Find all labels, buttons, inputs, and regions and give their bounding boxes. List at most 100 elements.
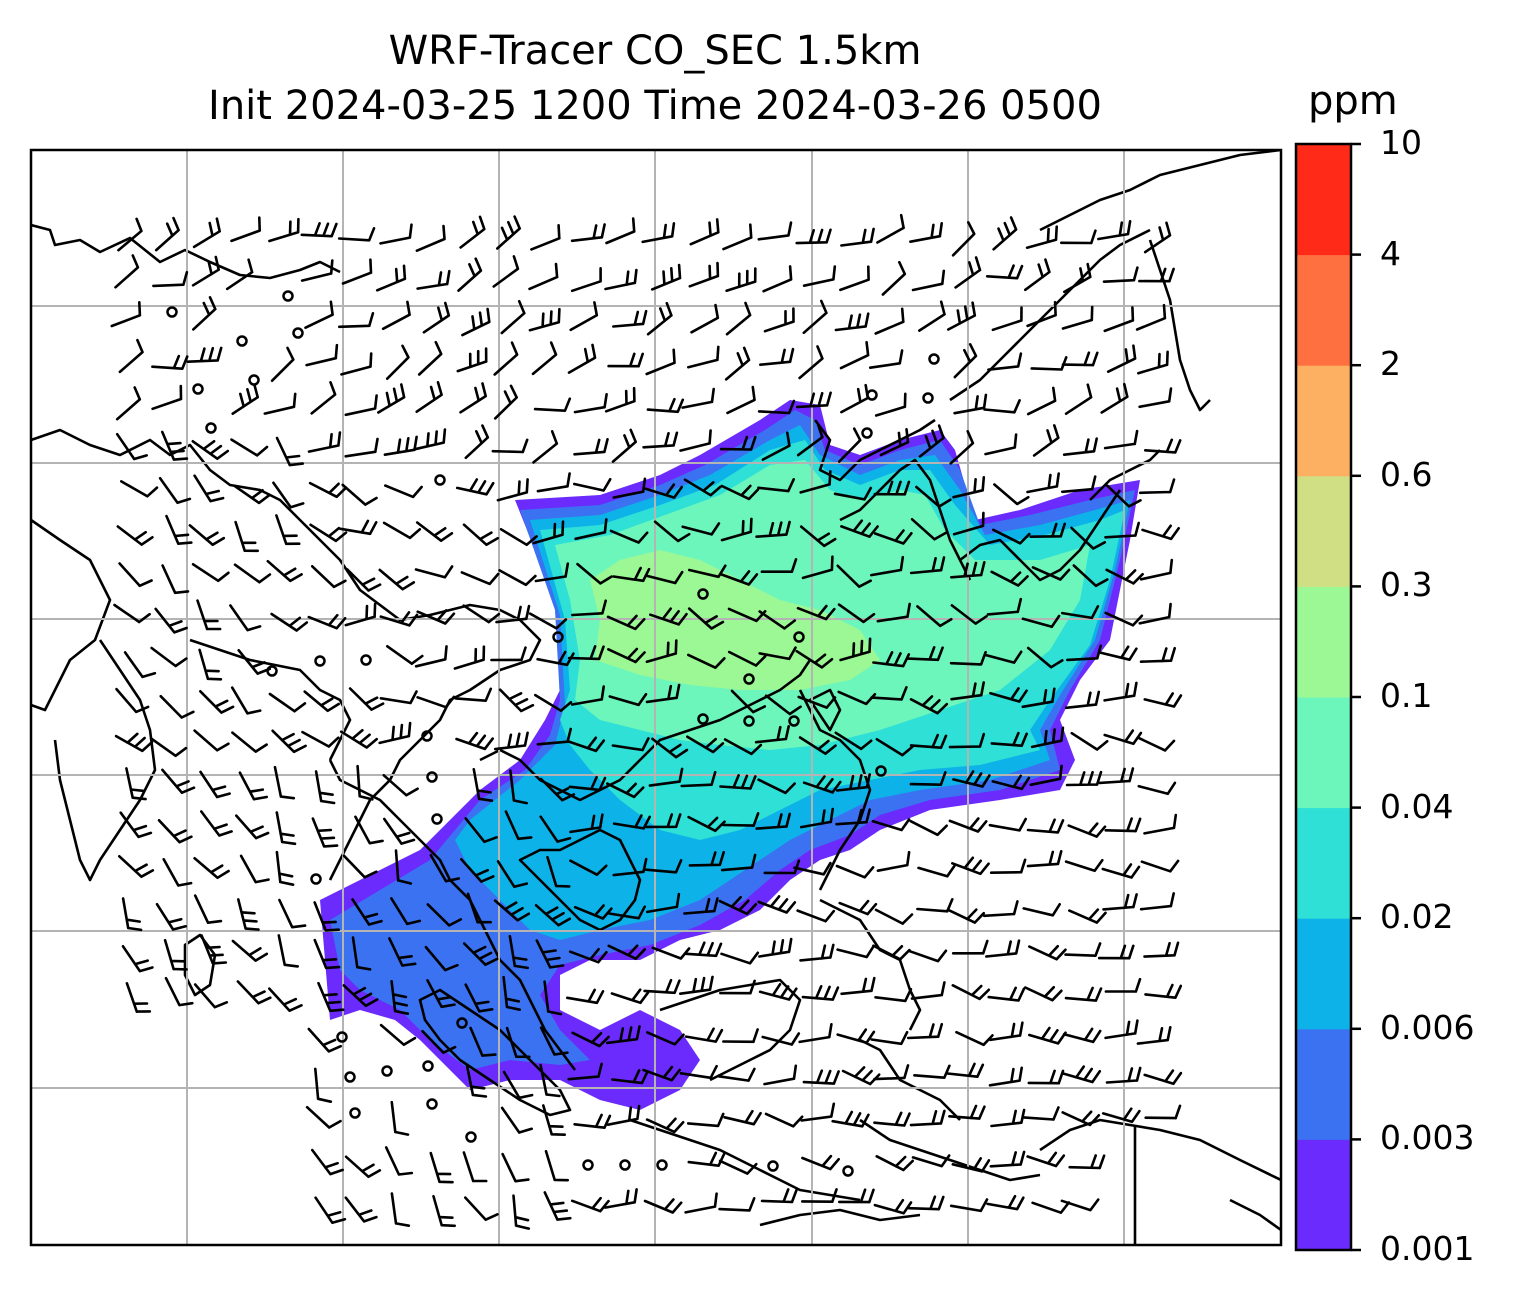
wind-barb	[571, 599, 607, 617]
wind-barb	[116, 525, 154, 546]
wind-barb	[115, 386, 142, 421]
wind-barb	[679, 429, 712, 452]
wind-barb	[802, 299, 828, 335]
wind-barb	[1026, 646, 1064, 669]
wind-barb	[609, 529, 649, 544]
wind-barb	[304, 300, 334, 329]
wind-barb	[234, 520, 259, 553]
wind-barb	[612, 477, 647, 499]
wind-barb	[755, 520, 791, 538]
wind-barb	[459, 382, 487, 414]
wind-barb	[416, 269, 451, 290]
wind-barb	[150, 646, 188, 668]
wind-barb	[799, 470, 832, 494]
wind-barb	[1061, 475, 1097, 494]
wind-barb	[426, 979, 456, 1009]
wind-barb	[1106, 484, 1142, 508]
wind-barb	[544, 1149, 569, 1182]
wind-barb	[570, 1196, 610, 1213]
wind-barb	[1143, 813, 1178, 835]
wind-barb	[1138, 267, 1175, 283]
wind-barb	[837, 690, 877, 706]
wind-barb	[954, 256, 982, 289]
wind-barb	[272, 481, 305, 509]
wind-barb	[799, 943, 835, 962]
wind-barb	[1026, 386, 1057, 416]
wind-barb	[496, 478, 529, 502]
wind-barb	[1021, 687, 1056, 709]
calm-wind-marker	[767, 1160, 779, 1172]
wind-barb	[266, 559, 303, 583]
wind-barb	[1032, 424, 1060, 457]
wind-barb	[163, 938, 188, 971]
colorbar-tick-label: 0.3	[1380, 565, 1433, 605]
wind-barb	[344, 1155, 382, 1179]
colorbar-tick-label: 0.02	[1380, 897, 1454, 937]
wind-barb	[1138, 478, 1176, 495]
wind-barb	[873, 1111, 911, 1127]
wind-barb	[113, 603, 151, 624]
wind-barb	[154, 607, 188, 634]
wind-barb	[1097, 220, 1132, 241]
colorbar-segment	[1296, 254, 1351, 366]
wind-barb	[237, 649, 272, 675]
wind-barb	[757, 895, 797, 914]
wind-barb	[720, 853, 757, 872]
wind-barb	[512, 1194, 531, 1230]
wind-barb	[230, 216, 261, 243]
wind-barb	[955, 1030, 994, 1047]
calm-wind-marker	[582, 1159, 594, 1171]
wind-barb	[1022, 903, 1061, 917]
wind-barb	[680, 770, 717, 788]
wind-barb	[1064, 986, 1103, 1002]
wind-barb	[307, 1027, 342, 1053]
wind-barb	[415, 381, 443, 413]
wind-barb	[573, 478, 612, 492]
wind-barb	[390, 1100, 410, 1136]
wind-barb	[644, 483, 684, 499]
wind-barb	[991, 306, 1023, 332]
wind-barb	[983, 399, 1021, 414]
wind-barb	[193, 894, 223, 924]
wind-barb	[340, 352, 373, 376]
wind-barb	[390, 980, 410, 1015]
wind-barb	[159, 694, 195, 719]
wind-barb	[164, 976, 194, 1007]
wind-barb	[834, 312, 870, 332]
wind-barb	[417, 340, 443, 376]
wind-barb	[310, 565, 347, 589]
calm-wind-marker	[360, 654, 372, 666]
wind-barb	[574, 518, 608, 541]
wind-barb	[757, 778, 796, 795]
map-frame	[29, 148, 1283, 1247]
wind-barb	[573, 438, 609, 456]
wind-barb	[687, 345, 720, 369]
wind-barb	[493, 341, 519, 376]
wind-barb	[118, 562, 153, 588]
wind-barb	[348, 687, 385, 711]
wind-barb	[688, 261, 720, 288]
wind-barb	[988, 1066, 1023, 1087]
wind-barb	[528, 612, 568, 630]
wind-barb	[612, 814, 651, 830]
wind-barb	[643, 1198, 683, 1214]
wind-barb	[990, 570, 1029, 587]
wind-barb	[275, 850, 295, 886]
wind-barb	[643, 978, 681, 995]
wind-barb	[1064, 942, 1102, 957]
wind-barb	[1064, 858, 1104, 872]
wind-barb	[1104, 1019, 1139, 1040]
wind-barb	[413, 428, 447, 451]
wind-barb	[719, 435, 757, 451]
colorbar-tick-label: 0.006	[1380, 1007, 1475, 1047]
wind-barb	[646, 397, 685, 414]
wind-barb	[986, 1194, 1025, 1211]
wind-barb	[611, 428, 637, 463]
wind-barb	[162, 858, 193, 887]
wind-barb	[546, 856, 571, 888]
wind-barb	[907, 1195, 945, 1211]
wind-barb	[379, 223, 413, 245]
wind-barb	[837, 427, 862, 463]
wind-barb	[1060, 229, 1097, 245]
wind-barb	[754, 725, 790, 744]
